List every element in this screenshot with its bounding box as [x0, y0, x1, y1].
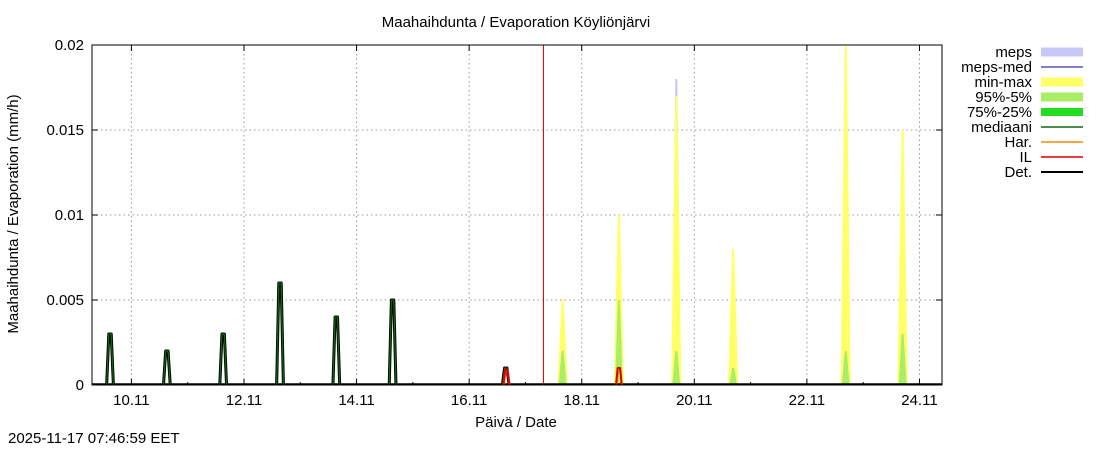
- legend: mepsmeps-medmin-max95%-5%75%-25%mediaani…: [961, 44, 1083, 181]
- chart-title: Maahaihdunta / Evaporation Köyliönjärvi: [382, 14, 651, 31]
- line-peak-mediaani: [219, 333, 228, 386]
- area-peak-95-5-: [614, 300, 623, 385]
- area-peak-95-5-: [672, 351, 681, 385]
- legend-swatch-min-max: [1041, 77, 1083, 87]
- line-peak-il: [615, 367, 623, 386]
- legend-label-min-max: min-max: [974, 74, 1032, 91]
- y-axis-label: Maahaihdunta / Evaporation (mm/h): [5, 94, 22, 333]
- legend-label-har: Har.: [1004, 134, 1032, 151]
- grid-layer: [92, 45, 942, 385]
- area-peak-95-5-: [558, 351, 567, 385]
- line-peak-mediaani: [276, 282, 284, 386]
- y-tick-label: 0: [76, 377, 84, 394]
- legend-label-mediaani: mediaani: [971, 119, 1032, 136]
- x-tick-label: 16.11: [451, 392, 487, 409]
- legend-label-det: Det.: [1004, 164, 1032, 181]
- y-tick-label: 0.01: [55, 207, 84, 224]
- x-tick-label: 24.11: [901, 392, 937, 409]
- area-peak-95-5-: [729, 368, 738, 385]
- series-layer: [92, 45, 942, 386]
- axis-layer: 10.11 12.11 14.11 16.11 18.11 20.11 22.11 24.11…: [46, 37, 943, 409]
- y-tick-label: 0.005: [46, 292, 84, 309]
- line-peak-mediaani: [106, 333, 114, 386]
- legend-label-meps-med: meps-med: [961, 59, 1032, 76]
- legend-swatch-75-25: [1041, 108, 1083, 116]
- area-peak-min-max: [840, 45, 851, 385]
- area-peak-95-5-: [898, 334, 907, 385]
- timestamp: 2025-11-17 07:46:59 EET: [8, 430, 180, 447]
- x-tick-label: 18.11: [564, 392, 600, 409]
- legend-swatch-meps: [1041, 47, 1083, 57]
- area-peak-min-max: [728, 249, 739, 385]
- area-peak-min-max: [557, 300, 568, 385]
- x-tick-label: 10.11: [113, 392, 149, 409]
- y-tick-label: 0.015: [46, 122, 84, 139]
- legend-label-75-25: 75%-25%: [967, 104, 1032, 121]
- x-axis-label: Päivä / Date: [475, 414, 557, 431]
- area-peak-95-5-: [841, 351, 850, 385]
- x-tick-label: 12.11: [226, 392, 262, 409]
- legend-label-95-5: 95%-5%: [975, 89, 1032, 106]
- line-peak-mediaani: [162, 350, 171, 386]
- legend-label-meps: meps: [995, 44, 1032, 61]
- line-peak-mediaani: [332, 316, 341, 386]
- x-tick-label: 22.11: [789, 392, 825, 409]
- line-peak-mediaani: [388, 299, 397, 386]
- y-tick-label: 0.02: [55, 37, 84, 54]
- legend-label-il: IL: [1019, 149, 1032, 166]
- area-peak-min-max: [671, 96, 682, 385]
- line-peak-il: [502, 368, 511, 386]
- legend-swatch-95-5: [1041, 92, 1083, 102]
- x-tick-label: 14.11: [338, 392, 374, 409]
- x-tick-label: 20.11: [676, 392, 712, 409]
- area-peak-min-max: [897, 130, 908, 385]
